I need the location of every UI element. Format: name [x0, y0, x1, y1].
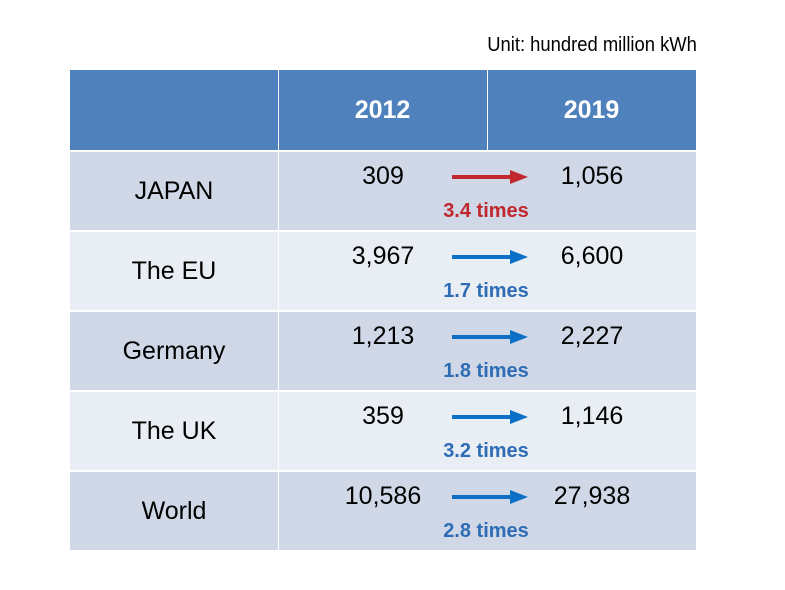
table-body: JAPAN 309 1,056 3.4 times The EU 3,967 6,600 1.…: [70, 152, 696, 552]
growth-multiplier: 3.4 times: [443, 200, 529, 222]
table-row: JAPAN 309 1,056 3.4 times: [70, 152, 696, 232]
growth-multiplier: 2.8 times: [443, 520, 529, 542]
value-2012: 3,967: [351, 242, 415, 270]
table-row: The EU 3,967 6,600 1.7 times: [70, 232, 696, 312]
arrow-right-icon: [452, 250, 528, 264]
country-label: The UK: [131, 417, 217, 445]
growth-multiplier: 1.8 times: [443, 360, 529, 382]
value-2012: 10,586: [344, 482, 422, 510]
country-label: The EU: [131, 257, 217, 285]
growth-multiplier: 3.2 times: [443, 440, 529, 462]
value-2019: 2,227: [560, 322, 624, 350]
column-divider: [278, 70, 279, 550]
data-table: 2012 2019 JAPAN 309 1,056 3.4 times The EU 3,…: [70, 70, 696, 552]
value-2012: 359: [362, 402, 404, 430]
country-label: JAPAN: [134, 177, 214, 205]
country-label: World: [141, 497, 207, 525]
value-2019: 1,056: [560, 162, 624, 190]
value-2019: 6,600: [560, 242, 624, 270]
table-header: 2012 2019: [70, 70, 696, 152]
arrow-right-icon: [452, 330, 528, 344]
country-label: Germany: [122, 337, 226, 365]
table-row: Germany 1,213 2,227 1.8 times: [70, 312, 696, 392]
value-2019: 27,938: [553, 482, 631, 510]
growth-multiplier: 1.7 times: [443, 280, 529, 302]
value-2012: 309: [362, 162, 404, 190]
value-2019: 1,146: [560, 402, 624, 430]
table-row: World 10,586 27,938 2.8 times: [70, 472, 696, 552]
header-2012: 2012: [354, 96, 411, 124]
unit-label: Unit: hundred million kWh: [487, 34, 697, 56]
arrow-right-icon: [452, 170, 528, 184]
arrow-right-icon: [452, 410, 528, 424]
header-2019: 2019: [563, 96, 620, 124]
arrow-right-icon: [452, 490, 528, 504]
table-row: The UK 359 1,146 3.2 times: [70, 392, 696, 472]
column-divider: [487, 70, 488, 150]
value-2012: 1,213: [351, 322, 415, 350]
